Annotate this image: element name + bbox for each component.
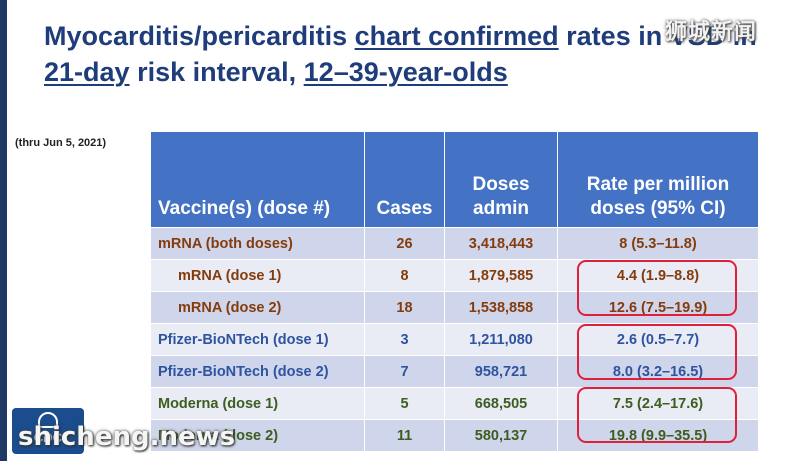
cell-cases: 18 xyxy=(364,291,445,324)
cdc-logo-text: CDC xyxy=(33,430,63,445)
cell-vaccine: mRNA (both doses) xyxy=(150,227,365,260)
table-row: Moderna (dose 2) 11 580,137 19.8 (9.9–35.5) xyxy=(150,419,759,452)
cell-cases: 8 xyxy=(364,259,445,292)
cell-rate: 8 (5.3–11.8) xyxy=(557,227,759,260)
cell-cases: 26 xyxy=(364,227,445,260)
watermark-bottom: shicheng.news xyxy=(18,422,236,452)
cell-cases: 3 xyxy=(364,323,445,356)
table-header-row: Vaccine(s) (dose #) Cases Doses admin Ra… xyxy=(150,131,759,228)
header-vaccine: Vaccine(s) (dose #) xyxy=(150,131,365,228)
cell-vaccine: Pfizer-BioNTech (dose 1) xyxy=(150,323,365,356)
date-note: (thru Jun 5, 2021) xyxy=(15,137,107,149)
highlight-box-pfizer xyxy=(577,324,737,380)
table-body: mRNA (both doses) 26 3,418,443 8 (5.3–11.8)… xyxy=(150,227,759,452)
cell-doses: 580,137 xyxy=(444,419,558,452)
cell-vaccine: Moderna (dose 2) xyxy=(150,419,365,452)
header-doses: Doses admin xyxy=(444,131,558,228)
eagle-icon xyxy=(38,412,58,428)
cell-rate: 4.4 (1.9–8.8) xyxy=(557,259,759,292)
cell-cases: 11 xyxy=(364,419,445,452)
slide-title: Myocarditis/pericarditis chart confirmed… xyxy=(44,21,757,87)
slide-left-bar xyxy=(0,0,7,461)
watermark-top: 狮城新闻 xyxy=(665,20,758,45)
header-rate: Rate per million doses (95% CI) xyxy=(557,131,759,228)
cell-doses: 1,538,858 xyxy=(444,291,558,324)
cell-vaccine: Pfizer-BioNTech (dose 2) xyxy=(150,355,365,388)
myocarditis-rates-table: Vaccine(s) (dose #) Cases Doses admin Ra… xyxy=(150,131,759,452)
cell-rate: 7.5 (2.4–17.6) xyxy=(557,387,759,420)
highlight-box-mrna xyxy=(577,260,737,316)
cdc-logo: CDC xyxy=(12,408,84,454)
cell-rate: 12.6 (7.5–19.9) xyxy=(557,291,759,324)
cell-doses: 1,211,080 xyxy=(444,323,558,356)
table-row: Pfizer-BioNTech (dose 2) 7 958,721 8.0 (3.2… xyxy=(150,355,759,388)
cell-vaccine: mRNA (dose 1) xyxy=(150,259,365,292)
cell-vaccine: Moderna (dose 1) xyxy=(150,387,365,420)
cell-rate: 8.0 (3.2–16.5) xyxy=(557,355,759,388)
cell-cases: 5 xyxy=(364,387,445,420)
cell-vaccine: mRNA (dose 2) xyxy=(150,291,365,324)
cell-cases: 7 xyxy=(364,355,445,388)
table-row: mRNA (both doses) 26 3,418,443 8 (5.3–11.8) xyxy=(150,227,759,260)
cell-doses: 3,418,443 xyxy=(444,227,558,260)
cell-doses: 668,505 xyxy=(444,387,558,420)
header-cases: Cases xyxy=(364,131,445,228)
cell-rate: 2.6 (0.5–7.7) xyxy=(557,323,759,356)
table-row: mRNA (dose 1) 8 1,879,585 4.4 (1.9–8.8) xyxy=(150,259,759,292)
cell-rate: 19.8 (9.9–35.5) xyxy=(557,419,759,452)
table-row: Moderna (dose 1) 5 668,505 7.5 (2.4–17.6) xyxy=(150,387,759,420)
table-row: mRNA (dose 2) 18 1,538,858 12.6 (7.5–19.9) xyxy=(150,291,759,324)
highlight-box-moderna xyxy=(577,387,737,443)
cell-doses: 1,879,585 xyxy=(444,259,558,292)
table-row: Pfizer-BioNTech (dose 1) 3 1,211,080 2.6 (0… xyxy=(150,323,759,356)
cell-doses: 958,721 xyxy=(444,355,558,388)
